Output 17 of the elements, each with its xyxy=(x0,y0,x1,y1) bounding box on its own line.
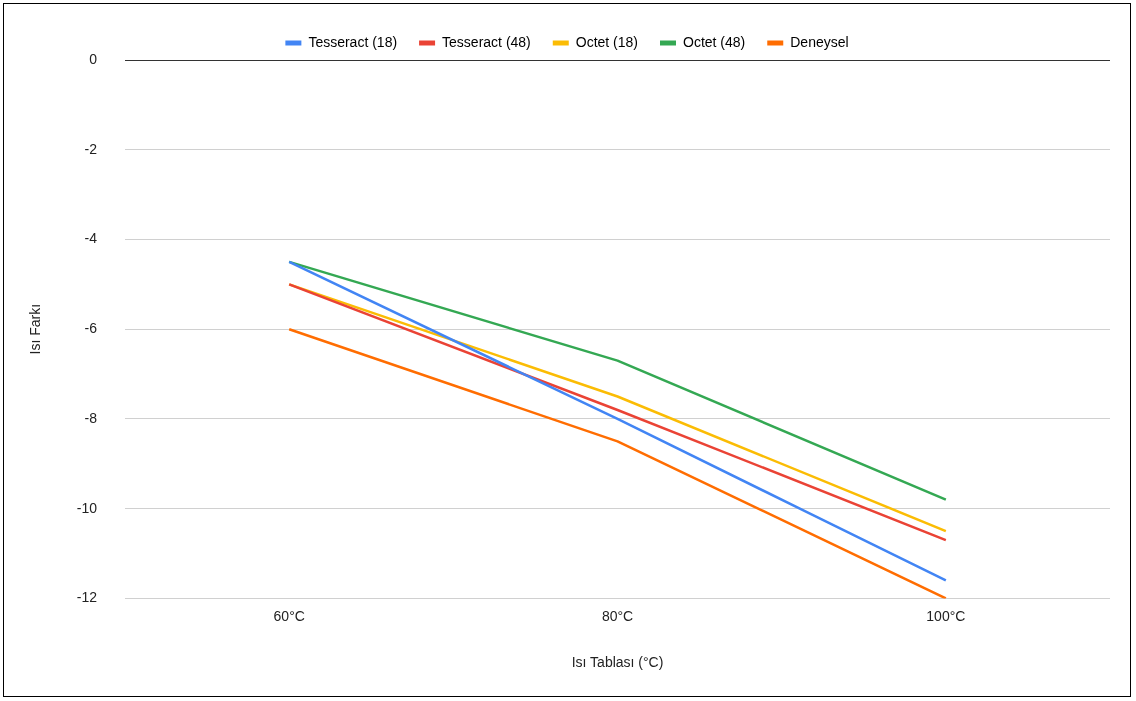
legend-label: Tesseract (48) xyxy=(442,33,531,50)
x-tick-label: 80°C xyxy=(601,607,634,624)
y-tick-label: 0 xyxy=(89,50,98,67)
legend-label: Deneysel xyxy=(790,33,849,50)
y-tick-label: -4 xyxy=(84,230,98,247)
x-tick-label: 100°C xyxy=(926,607,966,624)
y-tick-label: -6 xyxy=(84,320,98,337)
legend-label: Tesseract (18) xyxy=(308,33,398,50)
x-axis-title: Isı Tablası (°C) xyxy=(571,654,664,671)
legend-label: Octet (48) xyxy=(683,33,746,50)
legend-label: Octet (18) xyxy=(575,33,639,50)
y-tick-label: -8 xyxy=(84,409,98,426)
y-axis-title: Isı Farkı xyxy=(27,303,44,355)
y-tick-label: -2 xyxy=(84,140,98,157)
x-tick-label: 60°C xyxy=(273,607,305,624)
y-tick-label: -10 xyxy=(76,499,98,516)
y-tick-label: -12 xyxy=(76,589,98,606)
